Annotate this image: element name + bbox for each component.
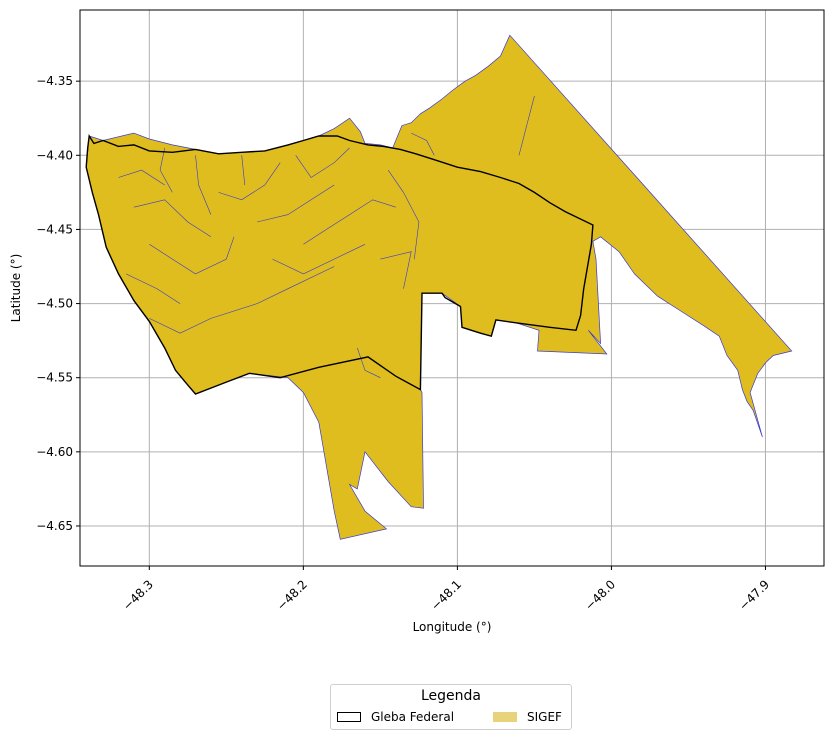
- y-tick-label-0: −4.35: [36, 74, 73, 88]
- sigef-layer: [85, 34, 793, 540]
- y-tick-label-2: −4.45: [36, 222, 73, 236]
- parcel-line-10: [387, 169, 420, 260]
- x-axis-ticks: −48.3 −48.2 −48.1 −48.0 −47.9: [120, 566, 772, 613]
- parcel-line-17: [357, 347, 381, 378]
- legend-label-sigef: SIGEF: [527, 710, 562, 724]
- parcel-line-3: [126, 273, 181, 304]
- legend-swatch-gleba-federal: [337, 712, 361, 722]
- parcel-line-14: [241, 155, 246, 186]
- legend-label-gleba-federal: Gleba Federal: [371, 710, 455, 724]
- y-tick-label-4: −4.55: [36, 371, 73, 385]
- plot-frame: [79, 9, 825, 567]
- parcel-line-2: [149, 236, 235, 275]
- y-tick-label-1: −4.40: [36, 148, 73, 162]
- legend: Legenda Gleba Federal SIGEF: [330, 684, 572, 730]
- sigef-area: [85, 34, 793, 540]
- gleba-federal-boundary: [85, 133, 594, 395]
- y-tick-label-6: −4.65: [36, 519, 73, 533]
- parcel-line-1: [133, 199, 212, 238]
- legend-swatch-sigef: [493, 712, 517, 722]
- y-axis-ticks: −4.35 −4.40 −4.45 −4.50 −4.55 −4.60 −4.65: [36, 74, 80, 533]
- parcel-line-7: [295, 147, 350, 178]
- x-tick-label-2: −48.1: [428, 577, 464, 613]
- parcel-line-16: [411, 132, 435, 156]
- y-axis-label: Latitude (°): [9, 254, 23, 323]
- parcel-line-4: [149, 266, 335, 334]
- sigef-parcels: [118, 95, 535, 378]
- parcel-line-5: [218, 162, 281, 201]
- x-axis-label: Longitude (°): [413, 620, 492, 634]
- y-tick-label-3: −4.50: [36, 297, 73, 311]
- x-tick-label-4: −47.9: [736, 577, 772, 613]
- parcel-line-15: [518, 95, 535, 156]
- x-tick-label-1: −48.2: [274, 577, 310, 613]
- parcel-line-6: [257, 184, 335, 223]
- parcel-line-11: [380, 251, 412, 289]
- parcel-line-12: [159, 147, 173, 193]
- parcel-line-9: [272, 244, 366, 275]
- x-tick-label-0: −48.3: [120, 577, 156, 613]
- x-tick-label-3: −48.0: [582, 577, 618, 613]
- parcel-line-0: [118, 169, 165, 186]
- parcel-line-8: [303, 199, 396, 245]
- y-tick-label-5: −4.60: [36, 445, 73, 459]
- parcel-line-13: [195, 155, 212, 215]
- legend-title: Legenda: [420, 688, 481, 704]
